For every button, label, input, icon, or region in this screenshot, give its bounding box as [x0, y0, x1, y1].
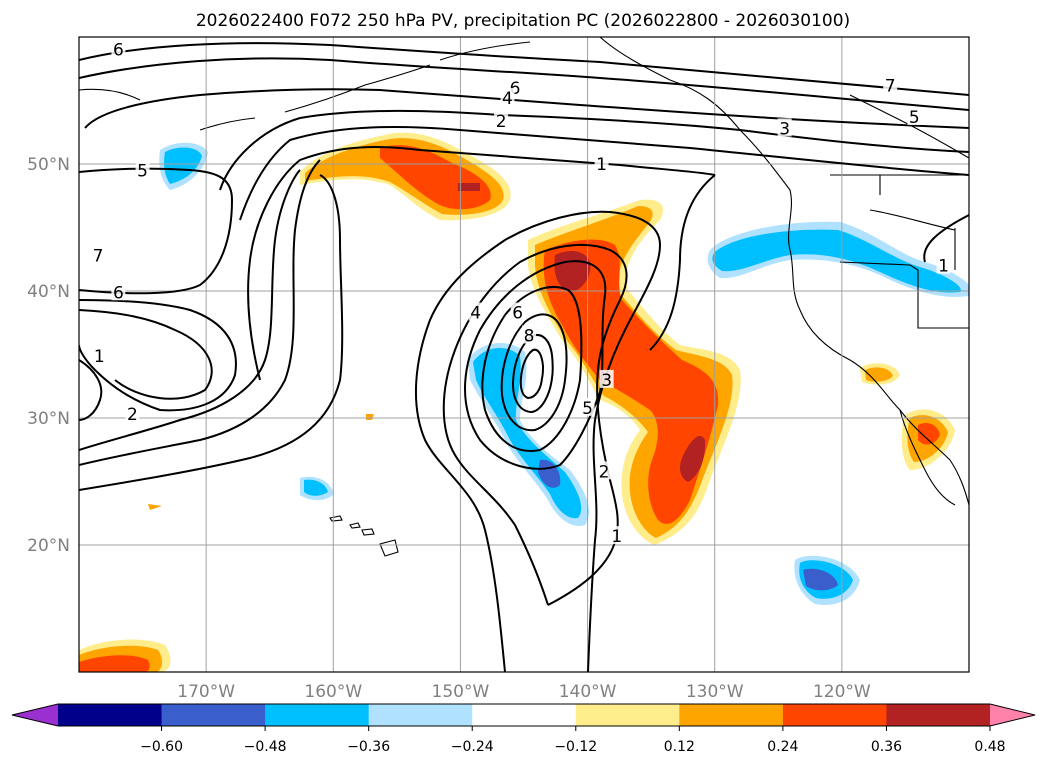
precip-shading: [79, 132, 969, 672]
contour-label-background: [936, 255, 951, 274]
contour-label-background: [883, 75, 898, 94]
contour-label: 3: [779, 119, 790, 139]
latitude-tick-label: 20°N: [27, 536, 70, 556]
longitude-tick-label: 150°W: [432, 682, 490, 702]
contour-label: 1: [938, 257, 949, 277]
contour-label: 2: [599, 462, 610, 482]
contour-label-background: [522, 325, 537, 344]
contour-label: 7: [885, 76, 896, 96]
contour-label-background: [111, 39, 126, 58]
longitude-tick-label: 160°W: [304, 682, 362, 702]
colorbar-tick-label: −0.60: [140, 739, 183, 755]
colorbar-tick-label: −0.12: [554, 739, 597, 755]
colorbar-extend-high: [990, 704, 1035, 726]
contour-label: 1: [596, 155, 607, 175]
contour-label-background: [500, 87, 515, 106]
contour-label-background: [599, 369, 614, 388]
longitude-tick-label: 140°W: [559, 682, 617, 702]
colorbar-outline: [11, 703, 1036, 727]
contour-label: 6: [512, 304, 523, 324]
colorbar-segment: [472, 704, 577, 726]
contour-label-background: [494, 110, 509, 129]
contour-label-background: [468, 302, 483, 321]
contour-label: 2: [496, 112, 507, 132]
colorbar-tick-label: 0.12: [664, 739, 695, 755]
contour-label-background: [597, 461, 612, 480]
colorbar-tick-label: 0.24: [767, 739, 798, 755]
longitude-tick-label: 120°W: [813, 682, 871, 702]
colorbar-segment: [782, 704, 887, 726]
longitude-tick-label: 170°W: [177, 682, 235, 702]
longitude-tick-label: 130°W: [686, 682, 744, 702]
contour-label-background: [580, 397, 595, 416]
latitude-tick-labels: 20°N 30°N 40°N 50°N: [27, 155, 70, 556]
colorbar-tick-label: 0.48: [974, 739, 1005, 755]
colorbar-tick-label: −0.48: [244, 739, 287, 755]
colorbar-tick-label: −0.24: [451, 739, 494, 755]
colorbar-tick-label: 0.36: [871, 739, 902, 755]
latitude-tick-label: 50°N: [27, 155, 70, 175]
contour-label: 2: [127, 405, 138, 425]
contour-label: 5: [137, 161, 148, 181]
contour-label-background: [594, 154, 609, 172]
contour-label: 4: [470, 304, 481, 324]
contour-label-background: [907, 107, 922, 126]
contour-label: 6: [113, 283, 124, 303]
colorbar-tick-label: −0.36: [347, 739, 390, 755]
contour-label: 3: [601, 371, 612, 391]
colorbar-segment: [368, 704, 473, 726]
pv-contours: [79, 42, 969, 672]
longitude-tick-labels: 170°W 160°W 150°W 140°W 130°W 120°W: [177, 682, 871, 702]
chart-title: 2026022400 F072 250 hPa PV, precipitatio…: [196, 11, 850, 31]
colorbar-extend-low: [12, 704, 58, 726]
contour-label: 1: [94, 347, 105, 367]
contour-label-background: [135, 160, 150, 179]
contour-label: 6: [510, 79, 521, 99]
contour-label-background: [510, 302, 525, 321]
colorbar-segment: [161, 704, 266, 726]
contour-label-background: [91, 245, 106, 264]
map-frame: [78, 36, 970, 673]
colorbar-segment: [886, 704, 991, 726]
contour-label: 5: [582, 399, 593, 419]
contour-label: 4: [502, 89, 513, 109]
colorbar: −0.60 −0.48 −0.36 −0.24 −0.12 0.12 0.24 0.36 0.4…: [11, 703, 1036, 755]
contour-label-background: [92, 345, 107, 364]
contour-label-background: [777, 118, 792, 137]
contour-label-background: [609, 526, 624, 545]
contour-label-background: [125, 404, 140, 423]
colorbar-segment: [58, 704, 163, 726]
contour-label: 7: [93, 246, 104, 266]
contour-label: 6: [113, 41, 124, 61]
contour-label: 8: [524, 326, 535, 346]
latitude-tick-label: 40°N: [27, 282, 70, 302]
colorbar-segment: [575, 704, 680, 726]
colorbar-segment: [679, 704, 784, 726]
contour-label: 5: [909, 108, 920, 128]
latitude-tick-label: 30°N: [27, 409, 70, 429]
contour-label-background: [111, 282, 126, 301]
contour-label: 1: [611, 527, 622, 547]
colorbar-segment: [265, 704, 370, 726]
